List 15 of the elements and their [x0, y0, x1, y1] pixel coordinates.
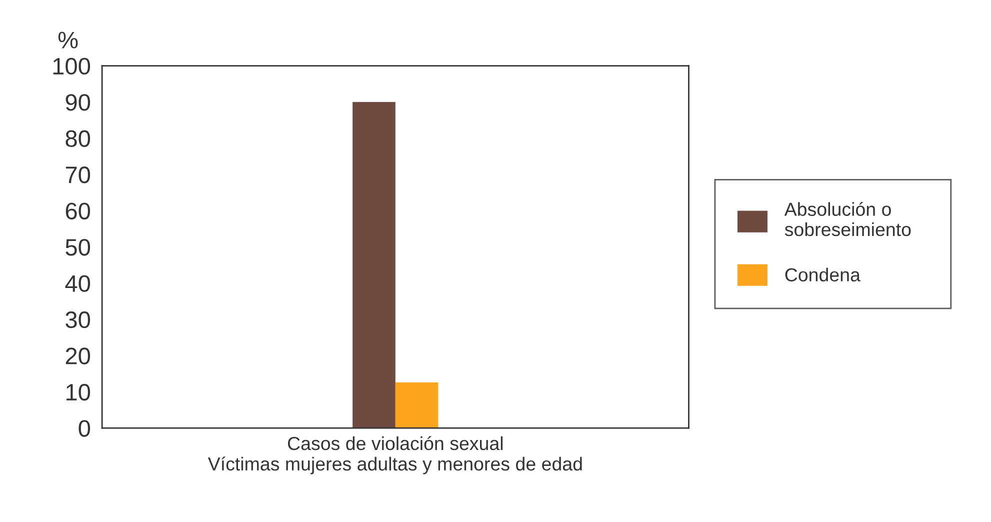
y-tick-label: 20	[66, 348, 90, 364]
y-axis-title: %	[58, 32, 78, 48]
y-tick-label: 80	[66, 130, 90, 148]
y-tick-label: 60	[66, 202, 90, 220]
y-tick-label: 90	[66, 94, 90, 111]
y-tick-label: 30	[66, 311, 90, 328]
legend-label: Condena	[785, 268, 860, 282]
y-tick-label: 100	[53, 58, 90, 75]
y-tick-label: 10	[66, 384, 90, 401]
x-tick-label: Casos de violación sexual Víctimas mujeres adultas y menores de edad	[208, 436, 582, 474]
y-tick-label: 40	[65, 275, 90, 292]
y-tick-label: 70	[66, 166, 90, 184]
legend-label: Absolución o sobreseimiento	[784, 202, 911, 236]
y-tick-label: 0	[78, 420, 90, 437]
y-tick-label: 50	[66, 238, 90, 256]
